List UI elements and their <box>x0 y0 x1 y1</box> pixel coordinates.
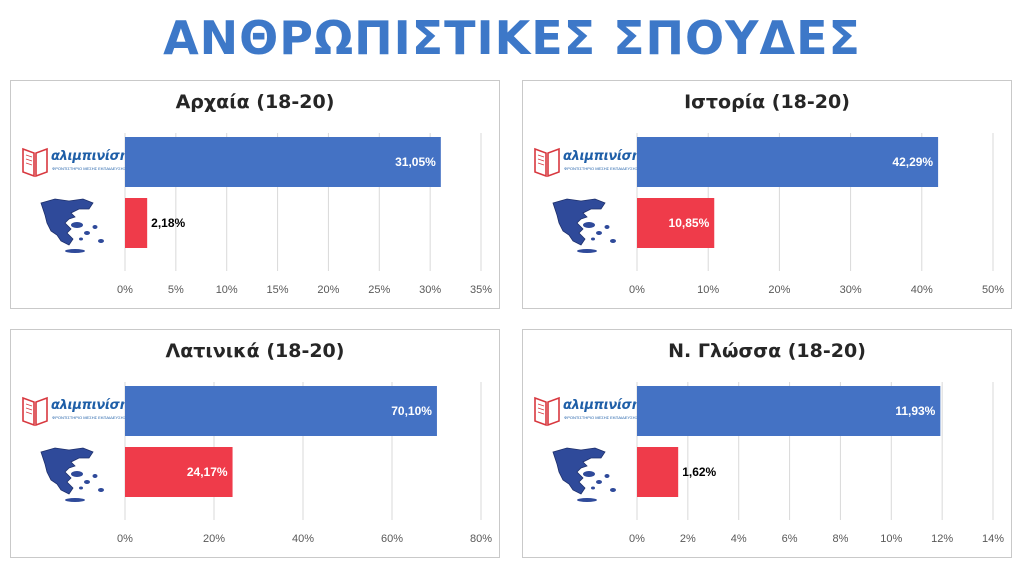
book-logo-icon <box>534 396 560 427</box>
data-label: 31,05% <box>395 155 436 169</box>
x-tick-label: 80% <box>470 533 492 545</box>
x-tick-label: 20% <box>768 284 790 296</box>
data-label: 10,85% <box>669 216 710 230</box>
chart-title: Ιστορία (18-20) <box>684 91 850 113</box>
chart-title: Ν. Γλώσσα (18-20) <box>668 340 866 362</box>
chart-title: Αρχαία (18-20) <box>175 91 335 113</box>
brand-name: αλιμπινίσης <box>51 149 136 164</box>
x-tick-label: 50% <box>982 284 1004 296</box>
brand-name: αλιμπινίσης <box>51 398 136 413</box>
x-tick-label: 40% <box>292 533 314 545</box>
brand-tagline: ΦΡΟΝΤΙΣΤΗΡΙΟ ΜΕΣΗΣ ΕΚΠΑΙΔΕΥΣΗΣ <box>52 415 127 420</box>
greece-map-icon <box>552 198 616 253</box>
brand-tagline: ΦΡΟΝΤΙΣΤΗΡΙΟ ΜΕΣΗΣ ΕΚΠΑΙΔΕΥΣΗΣ <box>564 415 639 420</box>
x-tick-label: 40% <box>911 284 933 296</box>
bar-greece <box>637 447 679 497</box>
x-tick-label: 25% <box>368 284 390 296</box>
bar-chart: 0% 5% 10% 15% 20% 25% 30% 35% 31,05% 2,18% <box>117 133 492 296</box>
x-tick-label: 60% <box>381 533 403 545</box>
bar-chart: 0% 20% 40% 60% 80% 70,10% 24,17% <box>117 382 492 545</box>
brand-logo: αλιμπινίσης ΦΡΟΝΤΙΣΤΗΡΙΟ ΜΕΣΗΣ ΕΚΠΑΙΔΕΥΣΗ… <box>21 145 136 179</box>
x-tick-label: 10% <box>880 533 902 545</box>
chart-title: Λατινικά (18-20) <box>165 340 345 362</box>
data-label: 1,62% <box>682 465 716 479</box>
x-tick-label: 5% <box>168 284 184 296</box>
bar-brand <box>125 386 437 436</box>
bar-greece <box>125 198 148 248</box>
x-tick-label: 15% <box>267 284 289 296</box>
bar-greece <box>637 198 715 248</box>
book-logo-icon <box>534 147 560 178</box>
bar-brand <box>125 137 441 187</box>
x-tick-label: 4% <box>731 533 747 545</box>
x-tick-label: 10% <box>216 284 238 296</box>
x-tick-label: 20% <box>317 284 339 296</box>
data-label: 24,17% <box>187 465 228 479</box>
book-logo-icon <box>22 396 48 427</box>
x-tick-label: 6% <box>782 533 798 545</box>
brand-logo: αλιμπινίσης ΦΡΟΝΤΙΣΤΗΡΙΟ ΜΕΣΗΣ ΕΚΠΑΙΔΕΥΣΗ… <box>533 394 648 428</box>
x-tick-label: 35% <box>470 284 492 296</box>
brand-name: αλιμπινίσης <box>563 398 648 413</box>
chart-panel-archaia: Αρχαία (18-20) αλιμπινίσης ΦΡΟΝΤΙΣΤΗΡΙΟ ΜΕ… <box>10 80 500 309</box>
greece-map-icon <box>40 198 104 253</box>
bar-chart: 0% 2% 4% 6% 8% 10% 12% 14% 11,93% 1,62% <box>629 382 1004 545</box>
brand-logo: αλιμπινίσης ΦΡΟΝΤΙΣΤΗΡΙΟ ΜΕΣΗΣ ΕΚΠΑΙΔΕΥΣΗ… <box>533 145 648 179</box>
x-tick-label: 20% <box>203 533 225 545</box>
x-tick-label: 14% <box>982 533 1004 545</box>
x-tick-label: 2% <box>680 533 696 545</box>
bar-chart: 0% 10% 20% 30% 40% 50% 42,29% 10,85% <box>629 133 1004 296</box>
greece-map-icon <box>552 447 616 502</box>
data-label: 42,29% <box>892 155 933 169</box>
data-label: 70,10% <box>391 404 432 418</box>
bar-brand <box>637 137 939 187</box>
x-tick-label: 8% <box>832 533 848 545</box>
brand-tagline: ΦΡΟΝΤΙΣΤΗΡΙΟ ΜΕΣΗΣ ΕΚΠΑΙΔΕΥΣΗΣ <box>52 166 127 171</box>
bar-greece <box>125 447 233 497</box>
x-tick-label: 0% <box>117 533 133 545</box>
page-title: ΑΝΘΡΩΠΙΣΤΙΚΕΣ ΣΠΟΥΔΕΣ <box>163 11 861 65</box>
book-logo-icon <box>22 147 48 178</box>
brand-logo: αλιμπινίσης ΦΡΟΝΤΙΣΤΗΡΙΟ ΜΕΣΗΣ ΕΚΠΑΙΔΕΥΣΗ… <box>21 394 136 428</box>
x-tick-label: 12% <box>931 533 953 545</box>
x-tick-label: 30% <box>419 284 441 296</box>
chart-panel-latinika: Λατινικά (18-20) αλιμπινίσης ΦΡΟΝΤΙΣΤΗΡΙΟ … <box>10 329 500 558</box>
greece-map-icon <box>40 447 104 502</box>
brand-tagline: ΦΡΟΝΤΙΣΤΗΡΙΟ ΜΕΣΗΣ ΕΚΠΑΙΔΕΥΣΗΣ <box>564 166 639 171</box>
x-tick-label: 30% <box>840 284 862 296</box>
x-tick-label: 10% <box>697 284 719 296</box>
x-tick-label: 0% <box>629 284 645 296</box>
data-label: 2,18% <box>151 216 185 230</box>
chart-panel-istoria: Ιστορία (18-20) αλιμπινίσης ΦΡΟΝΤΙΣΤΗΡΙΟ Μ… <box>522 80 1012 309</box>
x-tick-label: 0% <box>629 533 645 545</box>
data-label: 11,93% <box>895 404 935 418</box>
x-tick-label: 0% <box>117 284 133 296</box>
brand-name: αλιμπινίσης <box>563 149 648 164</box>
chart-panel-n-glossa: Ν. Γλώσσα (18-20) αλιμπινίσης ΦΡΟΝΤΙΣΤΗΡΙΟ… <box>522 329 1012 558</box>
bar-brand <box>637 386 941 436</box>
